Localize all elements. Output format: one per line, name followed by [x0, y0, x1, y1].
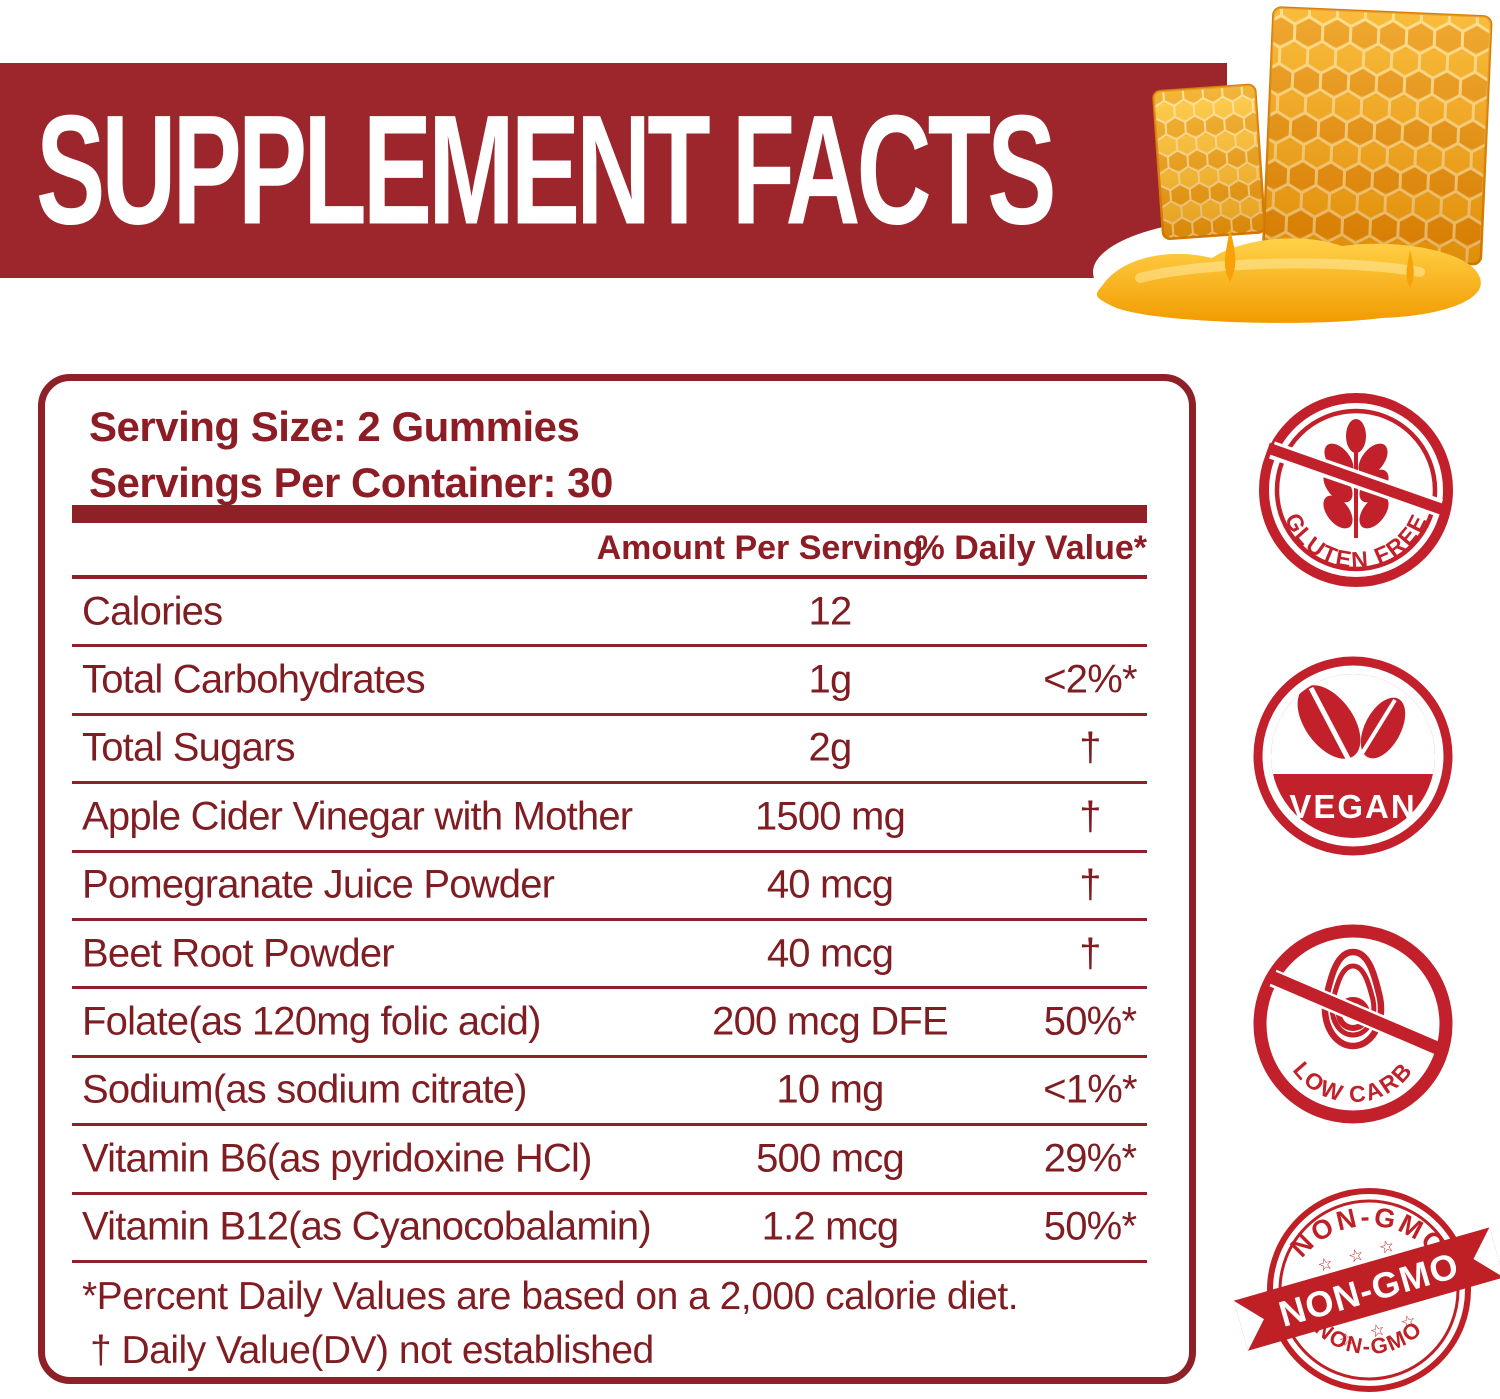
row-dv: <1%*: [1043, 1067, 1137, 1112]
footnote-line-1: *Percent Daily Values are based on a 2,0…: [82, 1275, 1019, 1318]
row-amount: 1500 mg: [754, 794, 906, 839]
facts-panel: Serving Size: 2 Gummies Servings Per Con…: [38, 374, 1196, 1384]
row-amount: 1g: [808, 657, 853, 702]
non-gmo-badge: NON-GMO NON-GMO ☆ ☆ ☆ NON-GMO ☆ ☆ ☆: [1233, 1188, 1500, 1392]
row-amount: 2g: [808, 725, 853, 770]
row-amount: 12: [808, 589, 853, 634]
honeycomb-small-block: [1152, 83, 1266, 241]
table-row: Vitamin B12(as Cyanocobalamin) 1.2 mcg 50%…: [72, 1195, 1147, 1263]
table-row: Total Carbohydrates 1g <2%*: [72, 647, 1147, 716]
wheat-icon: [1323, 419, 1389, 538]
low-carb-badge: LOW CARB: [1253, 924, 1453, 1124]
strike-line: [1266, 441, 1446, 517]
honey-puddle: [1096, 228, 1481, 323]
row-amount: 10 mg: [776, 1067, 884, 1112]
vegan-label: VEGAN: [1289, 788, 1416, 825]
row-dv: 29%*: [1043, 1136, 1137, 1181]
strike-line: [1266, 969, 1440, 1055]
table-row: Calories 12: [72, 579, 1147, 648]
table-row: Apple Cider Vinegar with Mother 1500 mg †: [72, 784, 1147, 853]
leaves-icon: [1297, 685, 1406, 770]
row-label: Pomegranate Juice Powder: [82, 862, 555, 907]
servings-per-container: Servings Per Container: 30: [89, 459, 613, 506]
table-row: Sodium(as sodium citrate) 10 mg <1%*: [72, 1058, 1147, 1127]
row-label: Beet Root Powder: [82, 931, 395, 976]
row-amount: 1.2 mcg: [761, 1204, 899, 1249]
row-amount: 40 mcg: [766, 862, 894, 907]
table-row: Pomegranate Juice Powder 40 mcg †: [72, 853, 1147, 921]
row-label: Vitamin B6(as pyridoxine HCl): [82, 1136, 592, 1181]
row-amount: 40 mcg: [766, 931, 894, 976]
vegan-badge: VEGAN: [1253, 656, 1453, 856]
row-dv: †: [1079, 931, 1101, 976]
row-label: Calories: [82, 589, 223, 634]
page-title: SUPPLEMENT FACTS: [36, 83, 1057, 258]
table-row: Vitamin B6(as pyridoxine HCl) 500 mcg 29%*: [72, 1126, 1147, 1195]
row-dv: <2%*: [1043, 657, 1137, 702]
row-amount: 500 mcg: [756, 1136, 905, 1181]
row-label: Apple Cider Vinegar with Mother: [82, 794, 633, 839]
table-row: Folate(as 120mg folic acid) 200 mcg DFE 50…: [72, 989, 1147, 1058]
honeycomb-photo: [1093, 6, 1493, 328]
column-header-amount: Amount Per Serving: [596, 529, 924, 567]
footnote-line-2: † Daily Value(DV) not established: [90, 1329, 654, 1372]
row-amount: 200 mcg DFE: [712, 999, 949, 1044]
row-label: Total Carbohydrates: [82, 657, 426, 702]
facts-rows: Calories 12 Total Carbohydrates 1g <2%* Total…: [72, 575, 1147, 1263]
header-banner: SUPPLEMENT FACTS: [0, 63, 1227, 278]
gluten-free-badge: GLUTEN FREE: [1259, 393, 1453, 587]
row-label: Total Sugars: [82, 725, 296, 770]
row-label: Vitamin B12(as Cyanocobalamin): [82, 1204, 652, 1249]
row-dv: 50%*: [1043, 1204, 1137, 1249]
divider-thick-bar: [72, 505, 1147, 523]
row-dv: 50%*: [1043, 999, 1137, 1044]
column-header-daily-value: % Daily Value*: [914, 529, 1147, 567]
row-label: Sodium(as sodium citrate): [82, 1067, 527, 1112]
row-dv: †: [1079, 725, 1101, 770]
table-row: Beet Root Powder 40 mcg †: [72, 921, 1147, 990]
row-label: Folate(as 120mg folic acid): [82, 999, 541, 1044]
footnote: *Percent Daily Values are based on a 2,0…: [82, 1270, 1019, 1378]
serving-size: Serving Size: 2 Gummies: [89, 403, 580, 450]
table-row: Total Sugars 2g †: [72, 716, 1147, 785]
row-dv: †: [1079, 794, 1101, 839]
ribbon: [1233, 1227, 1500, 1351]
serving-info: Serving Size: 2 Gummies Servings Per Con…: [89, 399, 613, 511]
honeycomb-big-block: [1261, 6, 1493, 266]
row-dv: †: [1079, 862, 1101, 907]
